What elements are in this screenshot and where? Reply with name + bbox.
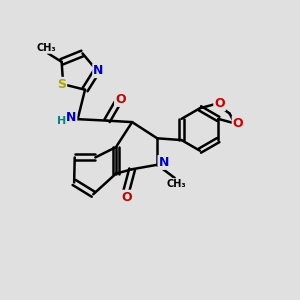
Text: H: H — [57, 116, 66, 126]
Text: O: O — [214, 98, 225, 110]
Text: N: N — [66, 111, 76, 124]
Text: CH₃: CH₃ — [167, 179, 186, 189]
Text: N: N — [158, 156, 169, 169]
Text: N: N — [93, 64, 103, 77]
Text: O: O — [115, 93, 126, 106]
Text: CH₃: CH₃ — [37, 43, 56, 53]
Text: S: S — [57, 78, 66, 91]
Text: O: O — [121, 191, 132, 204]
Text: O: O — [232, 117, 243, 130]
